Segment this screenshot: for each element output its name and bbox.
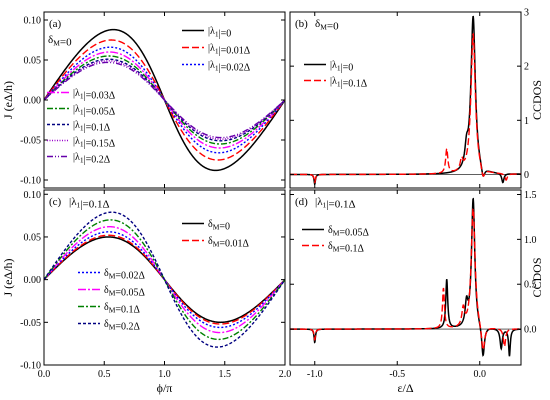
y-tick-label: 3 xyxy=(524,8,529,19)
series-line-1 xyxy=(290,207,521,351)
series-line-0 xyxy=(290,15,521,186)
x-tick-label: 1.0 xyxy=(158,369,171,380)
panel-d: -1.0 -0.5 0.0 0.0 0.5 1.0 1.5 CCDOS ε/Δ (d) |λ1|=0… xyxy=(289,189,544,395)
y-tick-label: 0.05 xyxy=(24,232,42,243)
legend: δM=0.05Δ δM=0.1Δ xyxy=(302,225,370,255)
legend-label-0: |λ1|=0 xyxy=(330,60,353,74)
x-tick-label: 0.5 xyxy=(98,369,111,380)
legend-label-1: |λ1|=0.01Δ xyxy=(208,43,251,57)
legend-label-2: δM=0.02Δ xyxy=(104,268,146,282)
series-line-2 xyxy=(44,231,285,329)
panel-annotation: δM=0 xyxy=(315,18,339,33)
panel-annotation: |λ1|=0.1Δ xyxy=(315,196,356,211)
series-group xyxy=(44,28,285,172)
panel-label: (b) xyxy=(295,18,308,30)
y-tick-label: 0.00 xyxy=(24,275,42,286)
y-tick-label: 1.0 xyxy=(524,235,537,246)
series-line-5 xyxy=(44,211,285,348)
panel-annotation: |λ1|=0.1Δ xyxy=(69,196,110,211)
x-tick-label: 1.5 xyxy=(219,369,232,380)
panel-label: (a) xyxy=(49,18,62,30)
series-line-1 xyxy=(290,32,521,184)
x-tick-label: 0.0 xyxy=(474,369,487,380)
plot-frame xyxy=(289,11,522,189)
legend-label-1: δM=0.01Δ xyxy=(208,236,250,250)
panel-a: -0.10-0.050.000.050.10J (eΔ/h)(a)δM=0|λ1… xyxy=(1,11,286,189)
y-tick-label: -0.05 xyxy=(20,136,41,147)
legend-label-4: |λ1|=0.05Δ xyxy=(73,104,116,118)
legend-label-0: δM=0.05Δ xyxy=(328,225,370,239)
legend: |λ1|=0 |λ1|=0.01Δ |λ1|=0.02Δ |λ1|=0.03Δ |λ1|… xyxy=(47,26,251,166)
panel-c: 0.0 0.5 1.0 1.5 2.0 -0.10 -0.05 0.00 0.05 0.10 J (… xyxy=(1,189,292,395)
panel-b: 0 1 2 3 CCDOS (b) δM=0 |λ1|=0 |λ1|=0.1Δ xyxy=(289,8,544,189)
series-line-7 xyxy=(44,61,285,139)
series-line-4 xyxy=(44,219,285,341)
y-axis-label: J (eΔ/h) xyxy=(1,258,15,296)
x-axis-label: ϕ/π xyxy=(157,381,173,395)
legend: δM=0 δM=0.01Δ δM=0.02Δ δM=0.05Δ δM=0.1Δ δM=0.… xyxy=(78,219,250,333)
legend-label-3: |λ1|=0.03Δ xyxy=(73,88,116,102)
legend-label-6: |λ1|=0.15Δ xyxy=(73,136,116,150)
x-tick-label: -0.5 xyxy=(389,369,405,380)
y-tick-label: 0.5 xyxy=(524,280,537,291)
series-group xyxy=(44,211,285,348)
y-tick-label: -0.10 xyxy=(20,361,41,372)
legend-label-2: |λ1|=0.02Δ xyxy=(208,60,251,74)
series-group xyxy=(290,197,521,357)
plot-frame xyxy=(289,189,522,366)
y-tick-label: -0.10 xyxy=(20,176,41,187)
legend-label-4: δM=0.1Δ xyxy=(104,302,141,316)
panel-label: (c) xyxy=(49,196,62,208)
y-axis-label: CCDOS xyxy=(530,80,544,120)
series-group xyxy=(290,15,521,186)
legend-label-1: |λ1|=0.1Δ xyxy=(330,76,368,90)
legend-label-1: δM=0.1Δ xyxy=(328,241,365,255)
x-tick-label: 0.0 xyxy=(38,369,51,380)
legend-label-5: |λ1|=0.1Δ xyxy=(73,120,111,134)
y-axis-label: CCDOS xyxy=(530,257,544,297)
y-tick-label: 0.00 xyxy=(24,96,42,107)
legend-label-5: δM=0.2Δ xyxy=(104,319,141,333)
y-tick-label: 0.10 xyxy=(24,190,42,201)
panel-label: (d) xyxy=(295,196,308,208)
panel-annotation: δM=0 xyxy=(48,34,72,49)
legend-label-7: |λ1|=0.2Δ xyxy=(73,152,111,166)
y-tick-label: 2 xyxy=(524,62,529,73)
plot-frame xyxy=(43,189,286,366)
y-tick-label: -0.05 xyxy=(20,318,41,329)
y-axis-label: J (eΔ/h) xyxy=(1,81,15,119)
series-line-5 xyxy=(44,58,285,142)
legend-label-0: δM=0 xyxy=(208,219,230,233)
y-tick-label: 0 xyxy=(524,170,529,181)
legend: |λ1|=0 |λ1|=0.1Δ xyxy=(304,60,368,90)
y-tick-label: 1 xyxy=(524,116,529,127)
legend-label-3: δM=0.05Δ xyxy=(104,285,146,299)
y-tick-label: 0.05 xyxy=(24,56,42,67)
legend-label-0: |λ1|=0 xyxy=(208,26,231,40)
y-tick-label: 1.5 xyxy=(524,190,537,201)
y-tick-label: 0.0 xyxy=(524,325,537,336)
x-tick-label: 2.0 xyxy=(279,369,292,380)
x-tick-label: -1.0 xyxy=(307,369,323,380)
x-axis-label: ε/Δ xyxy=(397,381,413,395)
y-tick-label: 0.10 xyxy=(24,16,42,27)
